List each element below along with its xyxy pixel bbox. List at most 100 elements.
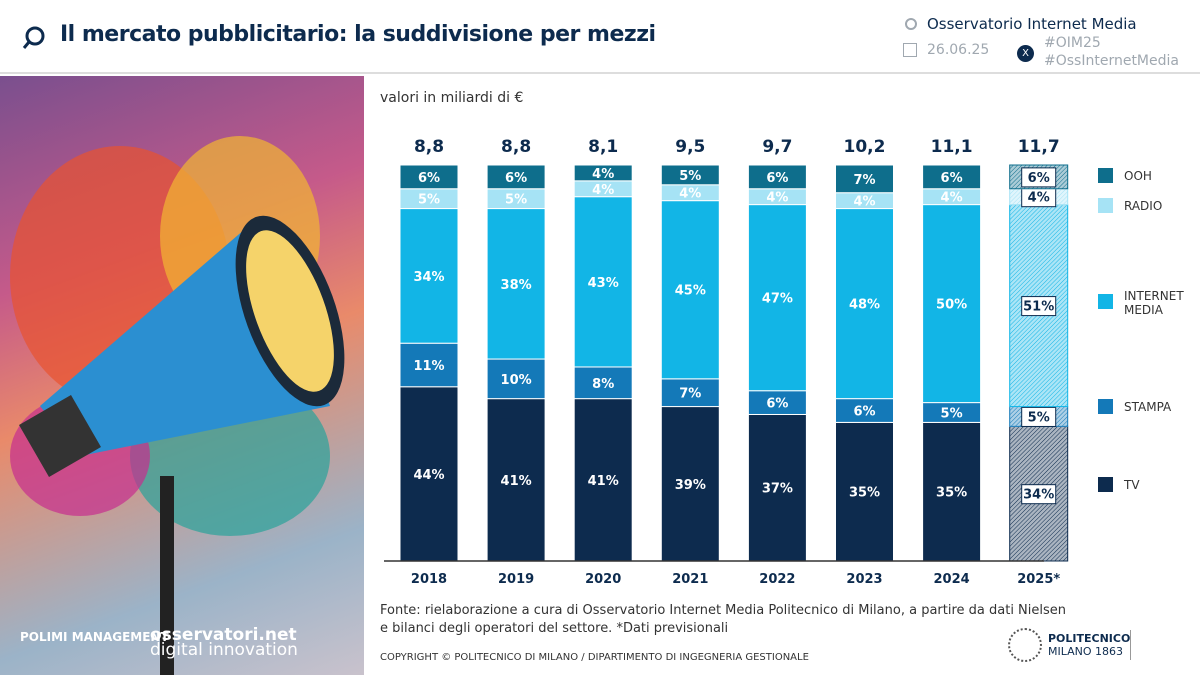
legend-label: OOH — [1124, 169, 1152, 183]
legend-label: STAMPA — [1124, 400, 1172, 414]
bar-segment-ooh — [660, 164, 720, 186]
bar-segment-ooh — [922, 164, 982, 190]
bar-segment-tv — [399, 386, 459, 562]
x-tick-label: 2021 — [672, 572, 708, 587]
data-label-box — [1021, 296, 1057, 317]
legend-label: INTERNET MEDIA — [1124, 289, 1184, 317]
data-label: 45% — [675, 284, 706, 299]
x-tick-label: 2018 — [411, 572, 447, 587]
politecnico-logo: POLITECNICO MILANO 1863 — [1008, 628, 1130, 662]
data-label: 4% — [853, 195, 875, 210]
data-label: 6% — [505, 171, 527, 186]
poli-line: MILANO 1863 — [1048, 645, 1124, 658]
data-label: 11% — [413, 359, 444, 374]
x-tick-label: 2022 — [759, 572, 795, 587]
data-label: 5% — [505, 193, 527, 208]
x-tick-label: 2019 — [498, 572, 534, 587]
data-label: 4% — [941, 191, 963, 206]
x-tick-label: 2023 — [846, 572, 882, 587]
data-label: 41% — [501, 474, 532, 489]
bar-segment-ooh — [486, 164, 546, 190]
legend-swatch — [1098, 477, 1113, 492]
data-label: 6% — [1028, 171, 1050, 186]
copyright: COPYRIGHT © POLITECNICO DI MILANO / DIPA… — [380, 652, 809, 663]
data-label: 10% — [501, 373, 532, 388]
bar-segment-ooh — [747, 164, 807, 190]
data-label: 6% — [853, 405, 875, 420]
bar-segment-stampa — [399, 342, 459, 388]
data-label: 44% — [413, 468, 444, 483]
legend-swatch — [1098, 399, 1113, 414]
bar-segment-ooh — [835, 164, 894, 194]
source-line: e bilanci degli operatori del settore. *… — [380, 621, 729, 636]
bar-segment-ooh — [573, 164, 633, 182]
date: 26.06.25 — [927, 42, 990, 58]
data-label-box — [1021, 406, 1057, 427]
data-label: 4% — [679, 187, 701, 202]
bar-segment-internet-media — [573, 196, 633, 368]
hashtag: #OssInternetMedia — [1044, 53, 1179, 69]
data-label: 5% — [679, 169, 701, 184]
data-label: 4% — [592, 167, 614, 182]
stacked-bar-chart: 44% 11% 34% 5% 6% 8,8 2018 41% 10% 38% 5% 6% 8,8 2019… — [384, 137, 1184, 587]
data-label: 5% — [1028, 410, 1050, 425]
bar-segment-tv — [573, 398, 633, 562]
data-label: 35% — [936, 486, 967, 501]
data-label: 37% — [762, 482, 793, 497]
legend-swatch — [1098, 294, 1113, 309]
bar-segment-tv — [660, 406, 720, 562]
data-label: 48% — [849, 298, 880, 313]
total-label: 8,8 — [501, 137, 531, 157]
data-label: 47% — [762, 292, 793, 307]
data-label: 34% — [413, 270, 444, 285]
hashtags: #OIM25 #OssInternetMedia — [1044, 34, 1179, 70]
seal-icon — [1008, 628, 1042, 662]
observatory-icon — [905, 18, 917, 30]
oss-logo-subtext: digital innovation — [150, 640, 298, 660]
megaphone-image: POLIMI MANAGEMENT osservatori.net digital… — [0, 76, 364, 675]
data-label: 51% — [1023, 300, 1054, 315]
osservatori-logo: osservatori.net digital innovation — [150, 625, 298, 660]
x-tick-label: 2024 — [934, 572, 970, 587]
page-title: Il mercato pubblicitario: la suddivision… — [60, 22, 656, 47]
data-label: 4% — [592, 183, 614, 198]
data-label: 50% — [936, 298, 967, 313]
data-label: 6% — [941, 171, 963, 186]
data-label: 35% — [849, 486, 880, 501]
header: Il mercato pubblicitario: la suddivision… — [0, 0, 1200, 74]
data-label-box — [1021, 167, 1057, 188]
data-label: 4% — [1028, 191, 1050, 206]
search-logo-icon — [22, 26, 45, 49]
data-label: 39% — [675, 478, 706, 493]
data-label: 6% — [766, 397, 788, 412]
data-label: 34% — [1023, 488, 1054, 503]
bar-segment-internet-media — [399, 208, 459, 344]
oss-logo-text: osservatori.net — [150, 625, 297, 645]
bar-segment-tv — [486, 398, 546, 562]
data-label: 38% — [501, 278, 532, 293]
bar-segment-stampa — [573, 366, 633, 400]
data-label: 6% — [418, 171, 440, 186]
bar-segment-internet-media — [835, 208, 894, 400]
data-label: 8% — [592, 377, 614, 392]
divider — [1130, 630, 1131, 660]
x-tick-label: 2025* — [1017, 572, 1060, 587]
data-label: 7% — [679, 387, 701, 402]
data-label: 43% — [588, 276, 619, 291]
total-label: 9,5 — [675, 137, 705, 157]
data-label: 41% — [588, 474, 619, 489]
polimi-logo: POLIMI MANAGEMENT — [20, 630, 169, 644]
bar-segment-tv — [747, 413, 807, 562]
hashtag: #OIM25 — [1044, 35, 1101, 51]
data-label: 5% — [418, 193, 440, 208]
x-tick-label: 2020 — [585, 572, 621, 587]
legend-swatch — [1098, 198, 1113, 213]
total-label: 10,2 — [844, 137, 886, 157]
total-label: 11,1 — [931, 137, 973, 157]
total-label: 8,1 — [588, 137, 618, 157]
source-note: Fonte: rielaborazione a cura di Osservat… — [380, 602, 1100, 638]
data-label: 5% — [941, 407, 963, 422]
data-label: 4% — [766, 191, 788, 206]
poli-line: POLITECNICO — [1048, 632, 1131, 645]
data-label: 6% — [766, 171, 788, 186]
